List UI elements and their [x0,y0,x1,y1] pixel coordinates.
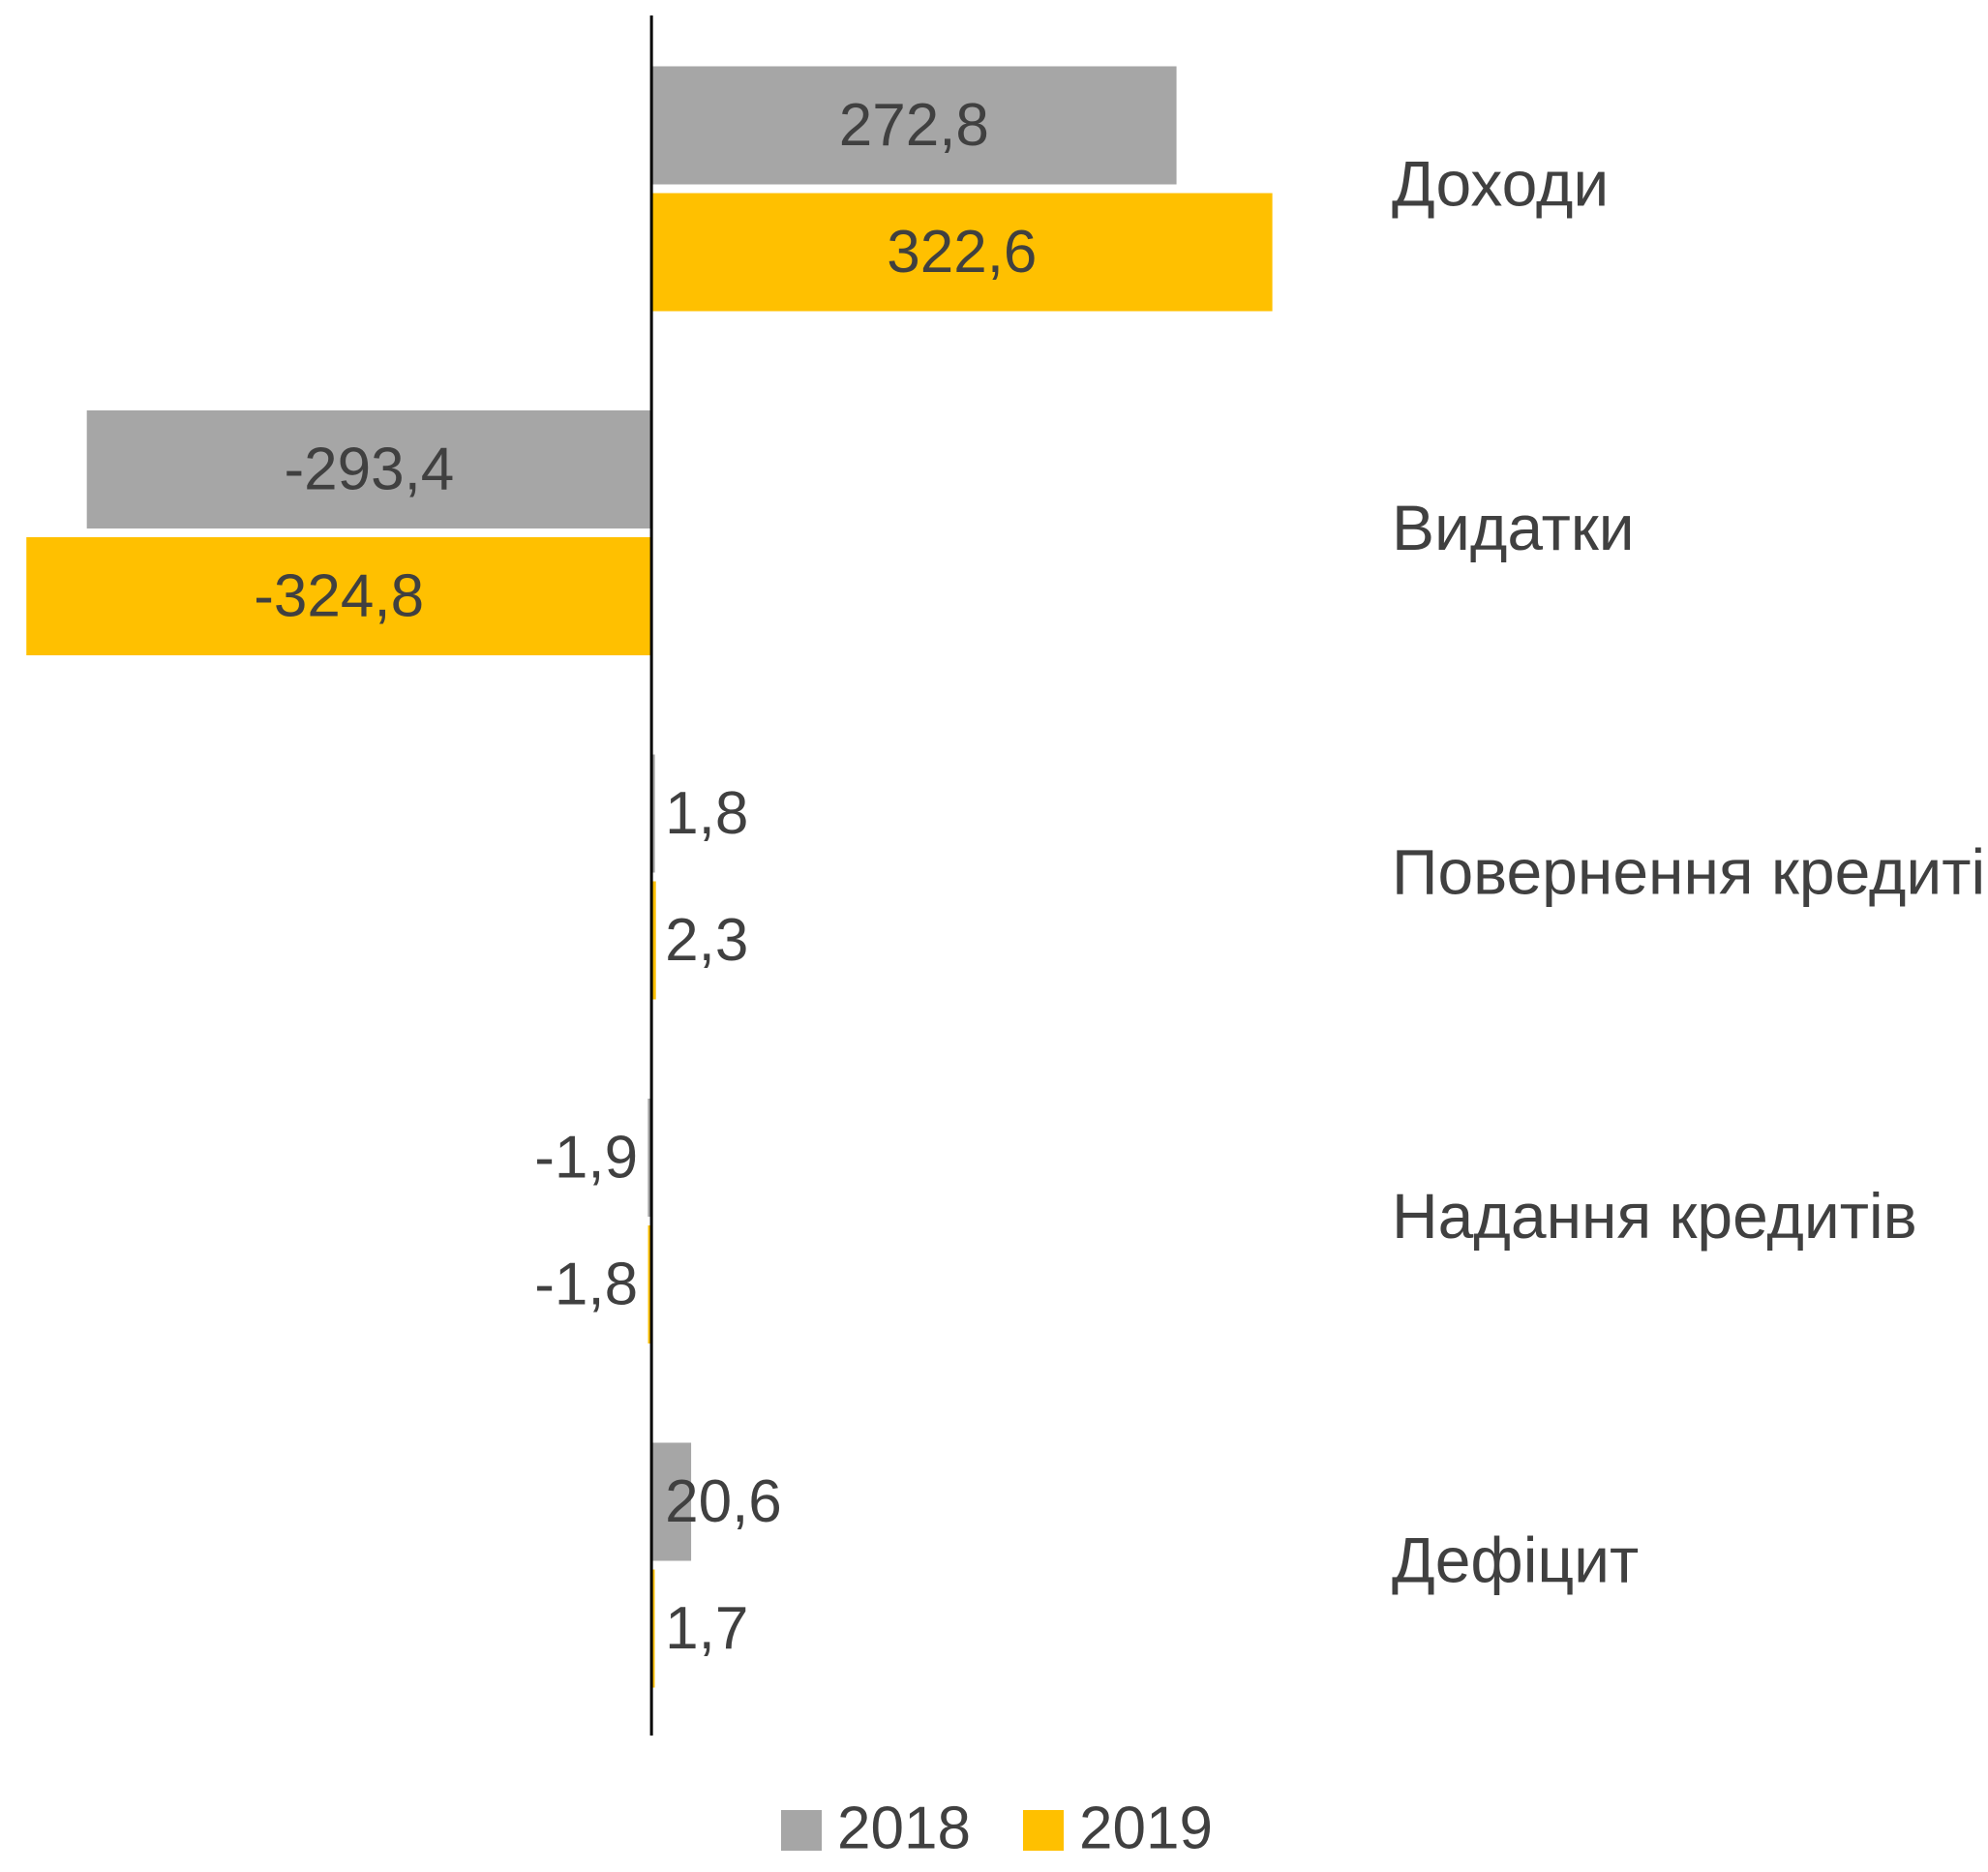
category-label: Дефіцит [1392,1524,1639,1595]
bar [651,754,655,873]
legend-swatch [1023,1810,1064,1851]
bar [86,410,652,528]
legend-label: 2019 [1079,1795,1213,1861]
value-label: 1,8 [665,780,748,847]
category-label: Надання кредитів [1392,1180,1917,1252]
bar [648,1099,652,1217]
bar [651,881,656,1000]
value-label: 322,6 [887,219,1037,286]
legend-label: 2018 [837,1795,971,1861]
category-label: Повернення кредитів [1392,835,1988,907]
category-label: Доходи [1392,147,1609,219]
value-label: 272,8 [839,92,989,159]
value-label: -324,8 [254,562,424,629]
value-label: 1,7 [665,1595,748,1662]
value-label: -1,8 [534,1251,638,1317]
value-label: 20,6 [665,1468,782,1535]
value-label: -293,4 [284,436,454,502]
bar [651,66,1177,185]
bar [651,1569,655,1688]
category-label: Видатки [1392,492,1635,563]
bar [648,1225,652,1344]
legend-swatch [781,1810,822,1851]
bar [651,1442,692,1561]
value-label: 2,3 [665,907,748,974]
value-label: -1,9 [534,1124,638,1191]
bar [26,537,652,655]
bar [651,193,1273,312]
